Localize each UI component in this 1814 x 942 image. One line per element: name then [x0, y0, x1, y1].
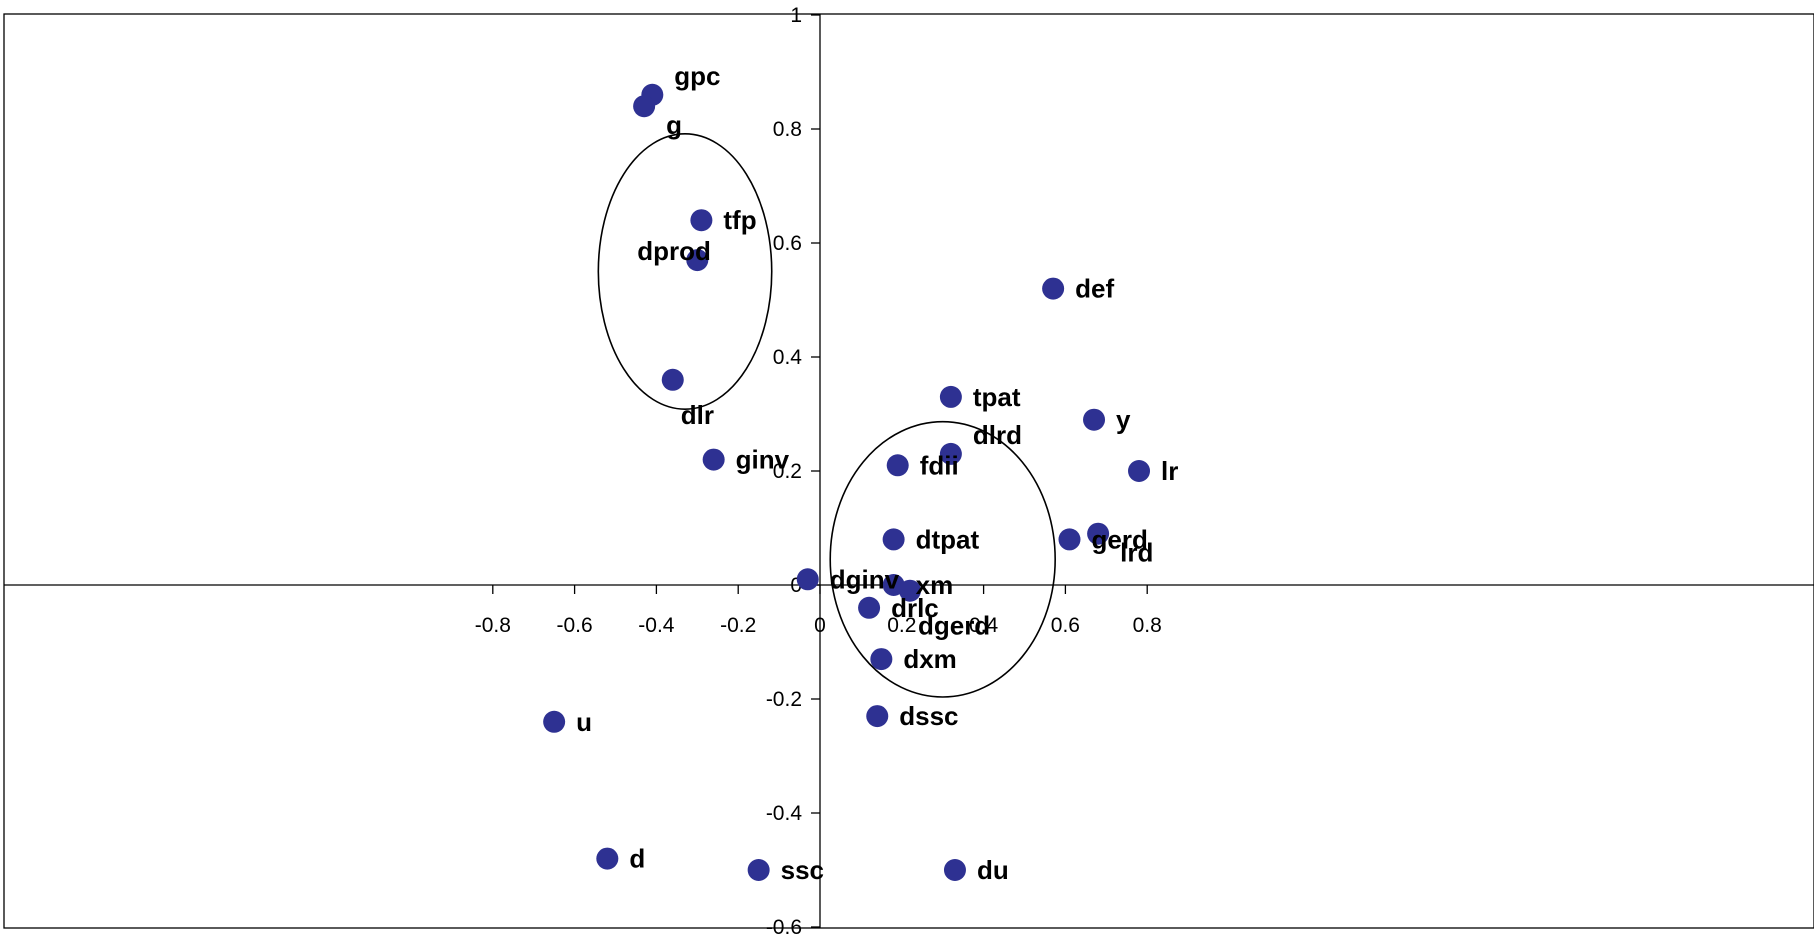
data-point-def — [1042, 277, 1065, 300]
x-tick-label: 0.4 — [969, 614, 999, 637]
data-point-dxm — [870, 648, 893, 671]
point-label-dssc: dssc — [899, 701, 958, 731]
data-point-drlc — [858, 596, 881, 619]
point-label-dlr: dlr — [681, 400, 714, 430]
point-label-ssc: ssc — [781, 855, 824, 885]
y-tick-label: 0.6 — [773, 232, 802, 255]
x-tick-label: -0.4 — [638, 614, 675, 637]
y-tick-label: -0.2 — [766, 688, 802, 711]
data-point-tpat — [939, 385, 962, 408]
plot-frame — [3, 13, 1814, 929]
data-point-dgerd — [898, 579, 921, 602]
cluster-ellipses — [597, 133, 1056, 698]
data-point-lrd — [1087, 522, 1110, 545]
point-labels: gpcgtfpdproddlrginvdeftpatdlrdylrfdiiger… — [576, 61, 1178, 885]
x-tick-label: 0.6 — [1051, 614, 1080, 637]
cluster-ellipse — [829, 420, 1056, 698]
point-label-ginv: ginv — [736, 445, 790, 475]
y-tick-label: 0.4 — [773, 346, 803, 369]
point-label-u: u — [576, 707, 592, 737]
data-point-u — [543, 710, 566, 733]
point-label-du: du — [977, 855, 1009, 885]
point-label-lr: lr — [1161, 456, 1178, 486]
point-label-y: y — [1116, 405, 1131, 435]
point-label-dlrd: dlrd — [973, 420, 1022, 450]
y-axis-ticks: -0.6 -0.4 -0.2 0 0.2 0.4 0.6 0.8 1 — [766, 4, 820, 939]
x-tick-label: -0.6 — [557, 614, 593, 637]
point-label-g: g — [666, 110, 682, 140]
y-tick-label: 1 — [790, 4, 802, 27]
data-point-dginv — [796, 568, 819, 591]
data-point-g — [633, 95, 656, 118]
data-point-ssc — [747, 859, 770, 881]
y-tick-label: 0 — [790, 574, 802, 597]
data-point-y — [1083, 408, 1106, 431]
y-tick-label: -0.6 — [766, 916, 802, 939]
x-tick-label: 0.8 — [1133, 614, 1162, 637]
data-points — [543, 83, 1151, 881]
x-tick-label: 0 — [814, 614, 826, 637]
data-point-dtpat — [882, 528, 905, 551]
cluster-ellipse — [597, 133, 773, 410]
data-point-dssc — [866, 705, 889, 728]
point-label-gpc: gpc — [674, 61, 720, 91]
point-label-tfp: tfp — [723, 205, 756, 235]
y-tick-label: 0.2 — [773, 460, 802, 483]
x-tick-label: -0.8 — [475, 614, 511, 637]
y-tick-label: -0.4 — [766, 802, 803, 825]
data-point-du — [943, 859, 966, 881]
x-tick-label: 0.2 — [887, 614, 916, 637]
data-point-gerd — [1058, 528, 1081, 551]
data-point-lr — [1128, 460, 1151, 482]
point-label-dxm: dxm — [903, 644, 956, 674]
data-point-ginv — [702, 448, 725, 471]
x-tick-label: -0.2 — [720, 614, 756, 637]
point-label-dginv: dginv — [830, 564, 900, 594]
data-point-tfp — [690, 209, 713, 232]
point-label-lrd: lrd — [1120, 538, 1153, 568]
data-point-d — [596, 847, 619, 870]
point-label-gerd: gerd — [1091, 524, 1147, 554]
data-point-fdii — [886, 454, 909, 477]
data-point-dprod — [686, 249, 709, 272]
point-label-tpat: tpat — [973, 382, 1021, 412]
point-label-dprod: dprod — [637, 236, 711, 266]
point-label-d: d — [629, 844, 645, 874]
data-point-dlrd — [939, 442, 962, 465]
point-label-dgerd: dgerd — [918, 611, 990, 641]
point-label-drlc: drlc — [891, 593, 939, 623]
y-tick-label: 0.8 — [773, 118, 802, 141]
point-label-fdii: fdii — [920, 450, 959, 480]
x-axis-ticks: -0.8 -0.6 -0.4 -0.2 0 0.2 0.4 0.6 0.8 — [475, 585, 1162, 637]
point-label-dtpat: dtpat — [916, 524, 980, 554]
data-point-dlr — [661, 368, 684, 391]
point-label-xm: xm — [916, 570, 954, 600]
point-label-def: def — [1075, 274, 1114, 304]
